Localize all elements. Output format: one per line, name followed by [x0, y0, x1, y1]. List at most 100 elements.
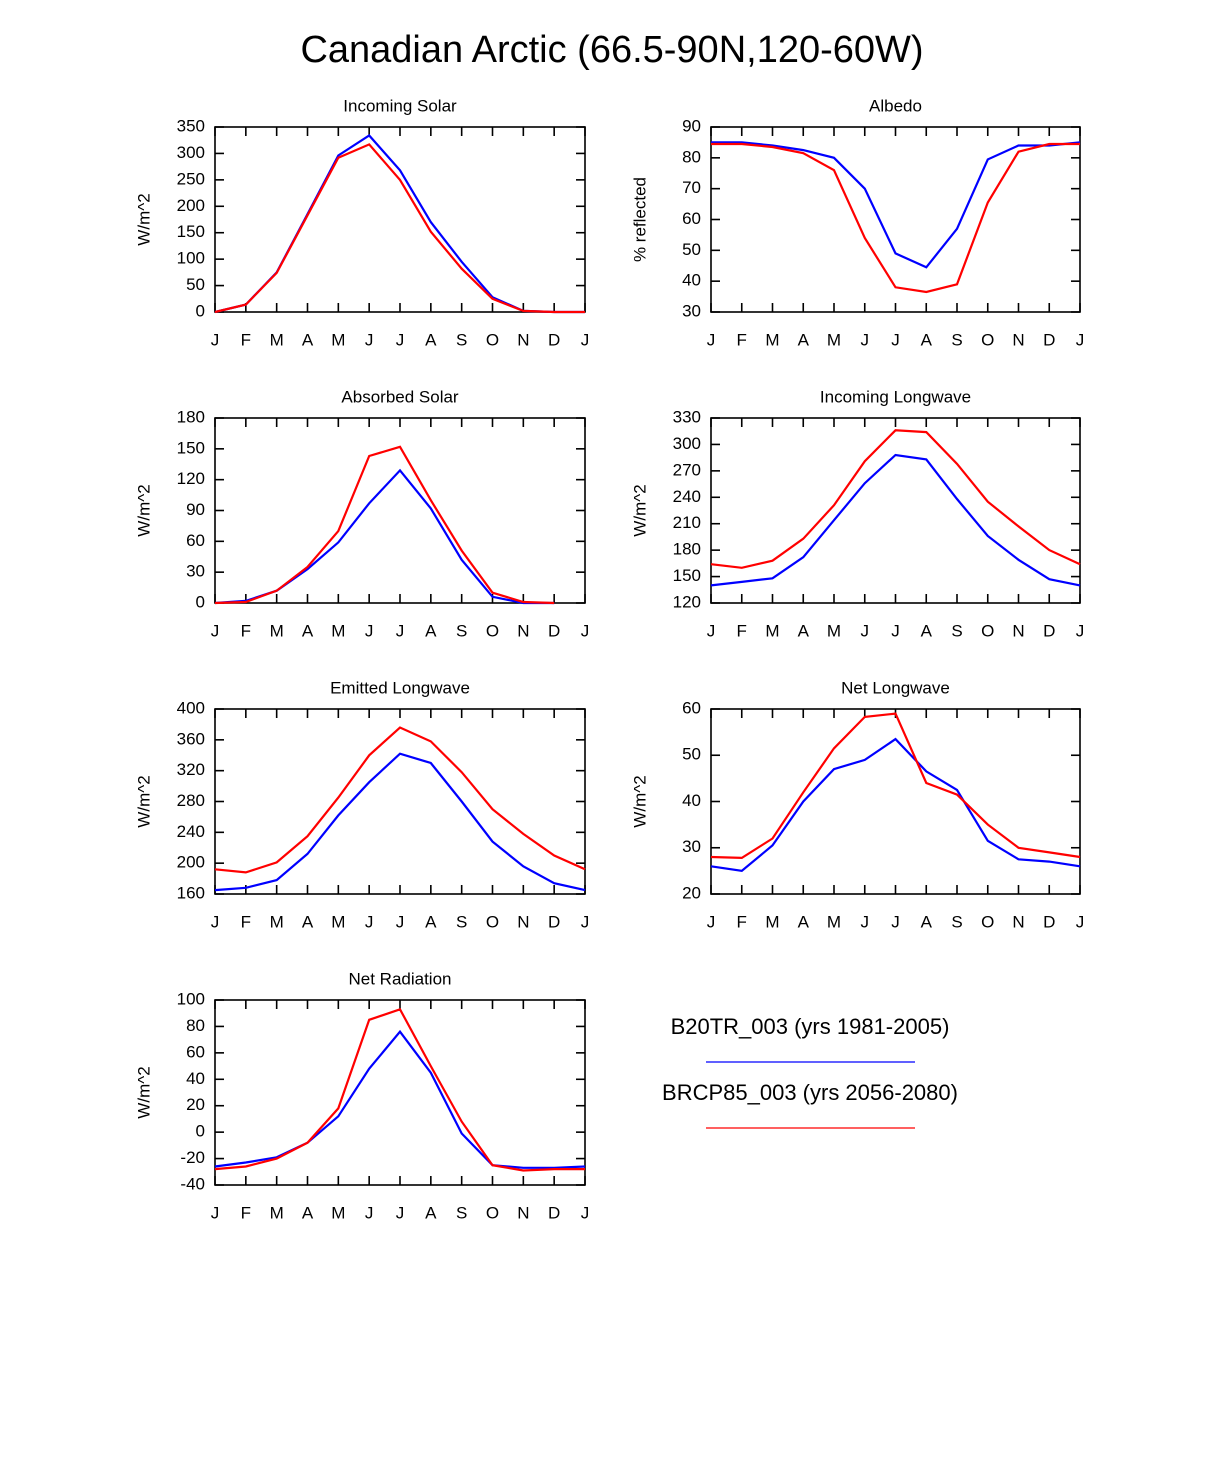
x-tick-label: F — [241, 912, 251, 931]
y-axis-label: W/m^2 — [630, 775, 649, 827]
y-tick-label: 300 — [177, 143, 205, 162]
y-tick-label: 120 — [177, 469, 205, 488]
y-tick-label: 0 — [196, 592, 205, 611]
y-axis-label: W/m^2 — [134, 775, 153, 827]
series-line — [214, 468, 555, 605]
y-tick-label: 150 — [177, 222, 205, 241]
x-tick-label: M — [827, 912, 841, 931]
y-tick-label: 180 — [177, 407, 205, 426]
x-tick-label: J — [1076, 621, 1085, 640]
x-tick-label: J — [891, 621, 900, 640]
x-tick-label: N — [517, 912, 529, 931]
x-tick-label: A — [302, 1203, 314, 1222]
y-tick-label: 30 — [186, 562, 205, 581]
x-tick-label: J — [581, 330, 590, 349]
x-tick-label: F — [241, 621, 251, 640]
x-tick-label: F — [737, 621, 747, 640]
series-line — [214, 726, 586, 874]
series-line — [214, 752, 586, 892]
x-tick-label: J — [1076, 330, 1085, 349]
y-tick-label: 30 — [682, 837, 701, 856]
y-tick-label: 280 — [177, 791, 205, 810]
y-tick-label: 70 — [682, 178, 701, 197]
series-line — [214, 134, 585, 314]
y-tick-label: 50 — [186, 275, 205, 294]
x-tick-label: D — [548, 621, 560, 640]
y-axis-label: W/m^2 — [134, 484, 153, 536]
y-tick-label: 270 — [673, 460, 701, 479]
y-tick-label: 90 — [186, 500, 205, 519]
y-tick-label: 350 — [177, 116, 205, 135]
x-tick-label: D — [1043, 330, 1055, 349]
y-axis-label: W/m^2 — [134, 193, 153, 245]
panel-title: Net Longwave — [841, 678, 950, 697]
x-tick-label: J — [891, 330, 900, 349]
y-tick-label: 60 — [682, 209, 701, 228]
x-tick-label: M — [270, 1203, 284, 1222]
x-tick-label: N — [517, 621, 529, 640]
y-tick-label: 150 — [673, 566, 701, 585]
series-line — [214, 143, 585, 314]
x-tick-label: S — [951, 912, 962, 931]
x-tick-label: N — [1012, 912, 1024, 931]
x-tick-label: M — [270, 330, 284, 349]
x-tick-label: N — [517, 330, 529, 349]
y-tick-label: 60 — [682, 698, 701, 717]
x-tick-label: O — [981, 621, 994, 640]
y-tick-label: 160 — [177, 883, 205, 902]
y-tick-label: 330 — [673, 407, 701, 426]
y-tick-label: 300 — [673, 434, 701, 453]
panel-title: Net Radiation — [348, 969, 451, 988]
x-tick-label: J — [365, 621, 374, 640]
x-tick-label: J — [365, 912, 374, 931]
y-tick-label: 50 — [682, 745, 701, 764]
x-tick-label: O — [486, 621, 499, 640]
x-tick-label: M — [827, 621, 841, 640]
x-tick-label: J — [365, 1203, 374, 1222]
x-tick-label: S — [456, 912, 467, 931]
y-tick-label: -20 — [180, 1148, 205, 1167]
x-tick-label: O — [981, 330, 994, 349]
x-tick-label: N — [1012, 621, 1024, 640]
y-axis-label: W/m^2 — [134, 1066, 153, 1118]
x-tick-label: J — [211, 1203, 220, 1222]
x-tick-label: A — [921, 330, 933, 349]
x-tick-label: O — [486, 912, 499, 931]
y-tick-label: 20 — [186, 1095, 205, 1114]
x-tick-label: S — [456, 621, 467, 640]
y-tick-label: 40 — [682, 791, 701, 810]
x-tick-label: S — [456, 1203, 467, 1222]
y-tick-label: 120 — [673, 592, 701, 611]
x-tick-label: A — [302, 912, 314, 931]
x-tick-label: A — [302, 330, 314, 349]
x-tick-label: A — [302, 621, 314, 640]
series-line — [711, 142, 1080, 294]
x-tick-label: F — [737, 912, 747, 931]
x-tick-label: J — [396, 912, 405, 931]
x-tick-label: D — [548, 912, 560, 931]
x-tick-label: J — [211, 621, 220, 640]
x-tick-label: D — [1043, 912, 1055, 931]
x-tick-label: F — [737, 330, 747, 349]
legend-label: BRCP85_003 (yrs 2056-2080) — [662, 1080, 958, 1105]
x-tick-label: N — [1012, 330, 1024, 349]
x-tick-label: F — [241, 330, 251, 349]
panel-title: Emitted Longwave — [330, 678, 470, 697]
x-tick-label: M — [331, 912, 345, 931]
x-tick-label: J — [211, 912, 220, 931]
series-line — [710, 453, 1081, 587]
x-tick-label: M — [331, 330, 345, 349]
x-tick-label: A — [921, 621, 933, 640]
x-tick-label: M — [765, 621, 779, 640]
panel-title: Incoming Solar — [343, 96, 457, 115]
y-tick-label: 50 — [682, 240, 701, 259]
x-tick-label: J — [581, 912, 590, 931]
x-tick-label: J — [396, 1203, 405, 1222]
x-tick-label: A — [425, 621, 437, 640]
plot-frame — [214, 126, 586, 313]
x-tick-label: A — [798, 912, 810, 931]
y-tick-label: 400 — [177, 698, 205, 717]
x-tick-label: D — [1043, 621, 1055, 640]
x-tick-label: A — [921, 912, 933, 931]
